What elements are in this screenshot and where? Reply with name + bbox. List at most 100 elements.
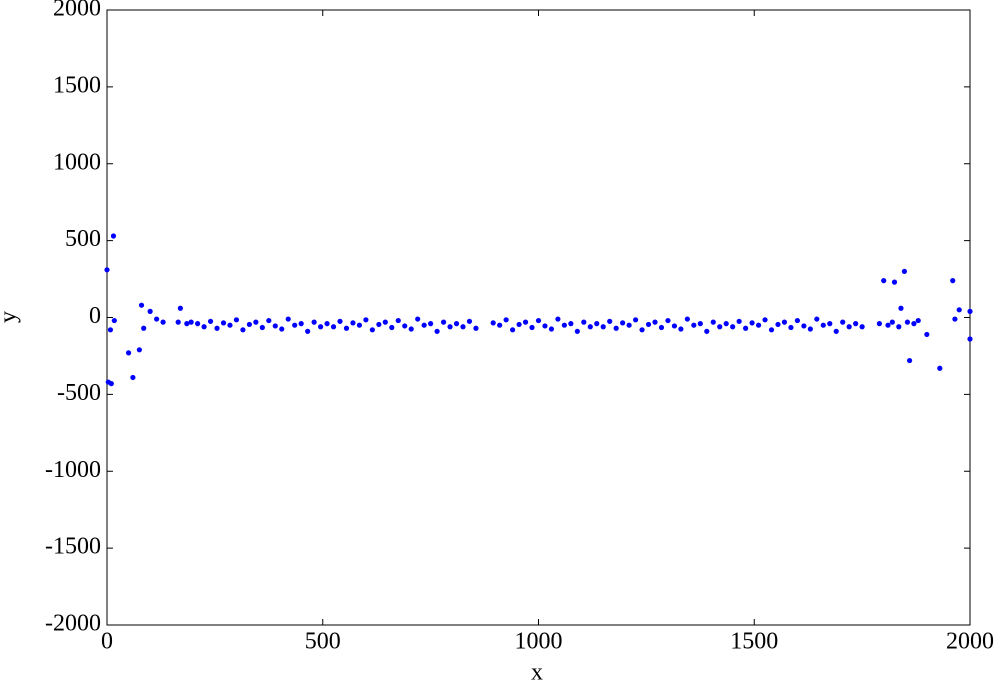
point (279, 326, 285, 332)
point (840, 319, 846, 325)
point (937, 365, 943, 371)
point (195, 321, 201, 327)
point (188, 319, 194, 325)
point (395, 317, 401, 324)
y-tick-label: -1000 (45, 457, 101, 483)
point (833, 328, 839, 334)
point (645, 321, 652, 328)
point (889, 319, 895, 325)
point (632, 317, 639, 323)
point (402, 323, 408, 329)
point (652, 319, 658, 325)
point (141, 325, 147, 331)
point (473, 325, 479, 331)
point (876, 321, 882, 327)
point (896, 324, 902, 330)
point (350, 320, 356, 326)
point (154, 316, 160, 322)
point (691, 322, 697, 328)
point (453, 321, 460, 327)
point (548, 326, 555, 332)
y-tick-label: -500 (57, 380, 101, 406)
point (626, 322, 632, 328)
x-tick-label: 0 (101, 629, 113, 655)
point (568, 321, 574, 327)
point (574, 328, 580, 334)
point (529, 324, 535, 331)
point (704, 328, 710, 334)
point (497, 322, 503, 328)
point (950, 278, 956, 284)
point (891, 279, 898, 285)
point (898, 305, 904, 311)
point (510, 327, 516, 333)
point (107, 327, 114, 333)
y-tick-label: -2000 (45, 611, 101, 637)
point (768, 327, 775, 333)
point (447, 324, 453, 330)
point (266, 317, 272, 324)
point (901, 268, 908, 274)
point (775, 321, 781, 328)
y-tick-label: 500 (65, 226, 101, 252)
point (201, 324, 207, 330)
point (434, 328, 440, 334)
point (130, 374, 136, 381)
point (684, 316, 690, 322)
point (730, 324, 736, 330)
point (723, 321, 729, 327)
point (490, 320, 496, 326)
point (460, 324, 466, 330)
point (415, 316, 421, 322)
point (369, 327, 375, 333)
point (376, 321, 382, 328)
point (259, 324, 265, 331)
point (184, 321, 190, 327)
point (749, 320, 755, 326)
point (428, 321, 434, 327)
point (665, 317, 671, 324)
x-tick-label: 500 (305, 629, 341, 655)
point (535, 317, 542, 324)
point (285, 316, 291, 322)
point (147, 308, 153, 314)
point (466, 318, 473, 324)
point (125, 350, 132, 356)
point (859, 324, 865, 330)
point (600, 324, 606, 330)
point (343, 325, 350, 331)
point (440, 319, 447, 325)
y-tick-label: 1500 (53, 72, 101, 98)
point (581, 319, 587, 325)
point (924, 331, 930, 338)
point (594, 321, 600, 327)
y-tick-label: 2000 (53, 0, 101, 22)
point (587, 324, 593, 330)
point (801, 323, 807, 329)
point (337, 318, 343, 324)
point (743, 325, 749, 331)
y-tick-label: -1500 (45, 534, 101, 560)
point (305, 328, 311, 334)
point (781, 319, 788, 325)
point (516, 321, 522, 328)
y-tick-label: 1000 (53, 149, 101, 175)
point (356, 322, 363, 328)
point (253, 319, 259, 325)
point (227, 322, 233, 328)
point (542, 323, 548, 329)
point (233, 317, 240, 323)
point (136, 347, 142, 353)
point (658, 324, 665, 331)
point (408, 326, 414, 332)
point (846, 324, 852, 330)
point (717, 324, 723, 330)
point (389, 324, 395, 331)
point (911, 321, 917, 327)
point (220, 320, 227, 326)
point (952, 316, 958, 322)
point (794, 317, 801, 324)
point (292, 322, 298, 328)
point (736, 318, 742, 324)
